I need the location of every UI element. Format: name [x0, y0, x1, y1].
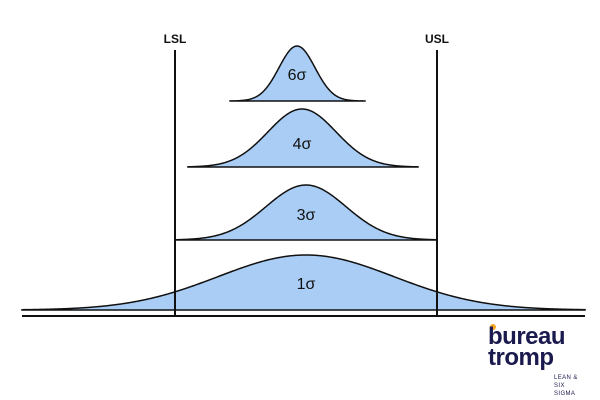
logo-subtitle-2: SIX SIGMA [554, 383, 576, 397]
usl-label: USL [425, 32, 449, 46]
one-sigma-curve [21, 254, 586, 311]
four-sigma-label: 4σ [293, 136, 312, 153]
three-sigma-label: 3σ [297, 207, 316, 224]
logo-dot-icon [490, 324, 496, 330]
six-sigma-label: 6σ [288, 67, 307, 84]
logo-subtitle-1: LEAN & [554, 375, 578, 381]
six-sigma-curve [229, 45, 366, 102]
one-sigma-label: 1σ [297, 276, 316, 293]
bureau-tromp-logo: bureau tromp LEAN & SIX SIGMA [488, 323, 588, 397]
logo-line-1: bureau [488, 323, 566, 350]
three-sigma-curve [174, 184, 438, 241]
logo-line-2: tromp [488, 344, 554, 371]
four-sigma-curve [187, 108, 419, 168]
lsl-label: LSL [164, 32, 187, 46]
